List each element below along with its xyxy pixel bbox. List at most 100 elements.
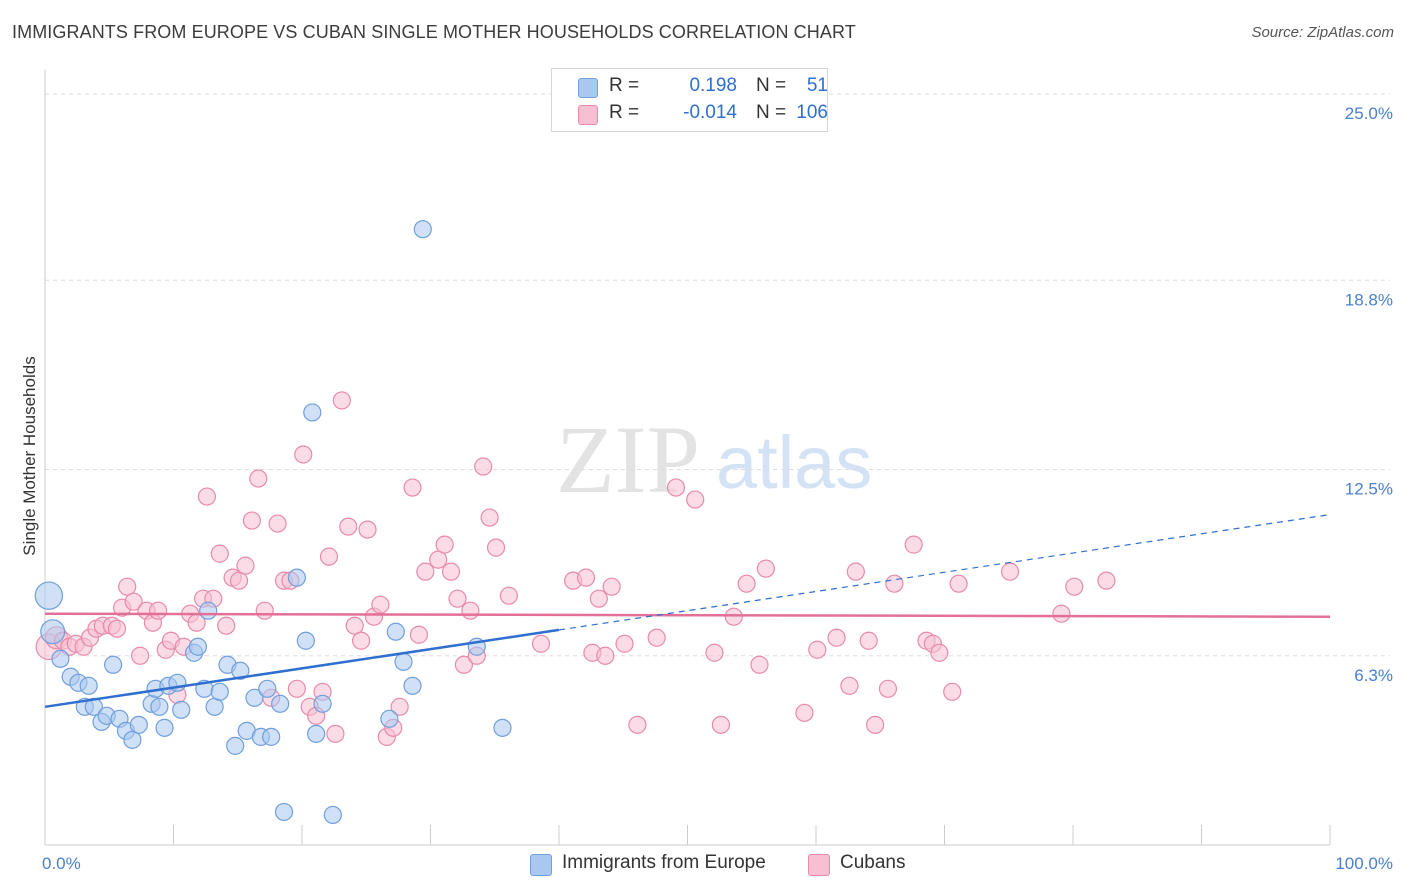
legend-swatch-europe bbox=[578, 78, 598, 98]
europe-point bbox=[34, 581, 64, 610]
cubans-point bbox=[531, 634, 551, 653]
europe-point bbox=[296, 631, 315, 650]
y-tick-label: 18.8% bbox=[1345, 290, 1393, 309]
cubans-point bbox=[724, 607, 743, 626]
y-axis-label: Single Mother Households bbox=[20, 356, 39, 555]
cubans-point bbox=[124, 592, 143, 611]
cubans-point bbox=[130, 646, 150, 665]
europe-point bbox=[79, 676, 98, 695]
cubans-point bbox=[345, 616, 364, 635]
cubans-point bbox=[229, 571, 249, 590]
cubans-point bbox=[596, 646, 615, 665]
europe-point bbox=[313, 694, 332, 713]
europe-point bbox=[245, 688, 264, 707]
x-tick-labels: 0.0% 100.0% bbox=[42, 854, 1393, 873]
cubans-point bbox=[236, 556, 255, 575]
europe-point bbox=[287, 568, 306, 587]
cubans-point bbox=[1000, 562, 1020, 581]
cubans-point bbox=[1065, 577, 1084, 596]
europe-point bbox=[380, 709, 399, 728]
trend-lines bbox=[44, 513, 1331, 709]
cubans-point bbox=[576, 568, 596, 587]
x-tick-label: 100.0% bbox=[1335, 854, 1393, 873]
cubans-point bbox=[1052, 604, 1071, 623]
cubans-point bbox=[859, 631, 878, 650]
cubans-point bbox=[949, 574, 968, 593]
cubans-point bbox=[628, 715, 647, 734]
cubans-point bbox=[118, 577, 137, 596]
cubans-point bbox=[647, 628, 666, 647]
x-tick-label: 0.0% bbox=[42, 854, 81, 873]
cubans-point bbox=[686, 490, 705, 509]
europe-point bbox=[274, 802, 294, 822]
cubans-point bbox=[148, 601, 168, 620]
y-tick-label: 12.5% bbox=[1345, 480, 1393, 499]
cubans-point bbox=[602, 577, 621, 596]
cubans-point bbox=[737, 574, 756, 593]
cubans-point bbox=[358, 520, 377, 539]
cubans-point bbox=[480, 508, 499, 527]
cubans-point bbox=[705, 643, 724, 662]
cubans-point bbox=[416, 562, 435, 581]
europe-point bbox=[199, 601, 218, 620]
watermark-zip: ZIP bbox=[556, 406, 700, 513]
cubans-point bbox=[943, 682, 962, 701]
cubans-point bbox=[711, 715, 731, 734]
cubans-point bbox=[808, 640, 827, 659]
cubans-point bbox=[454, 655, 474, 674]
europe-point bbox=[323, 805, 342, 825]
series-label-europe: Immigrants from Europe bbox=[562, 852, 766, 873]
cubans-point bbox=[441, 562, 461, 581]
europe-point bbox=[493, 718, 512, 737]
cubans-point bbox=[666, 478, 686, 497]
cubans-point bbox=[268, 514, 287, 533]
legend-swatch-cubans bbox=[578, 105, 598, 125]
europe-point bbox=[413, 220, 432, 239]
series-label-cubans: Cubans bbox=[840, 852, 906, 873]
series-swatch-cubans bbox=[808, 854, 830, 876]
cubans-point bbox=[448, 589, 467, 608]
y-tick-label: 6.3% bbox=[1354, 666, 1393, 685]
cubans-point bbox=[750, 655, 769, 674]
legend-r-label: R = bbox=[609, 102, 640, 123]
cubans-point bbox=[242, 511, 261, 530]
cubans-point bbox=[589, 589, 608, 608]
cubans-point bbox=[486, 538, 506, 557]
cubans-point bbox=[846, 562, 865, 581]
cubans-point bbox=[326, 724, 345, 743]
cubans-point bbox=[827, 628, 846, 647]
europe-point bbox=[172, 700, 191, 719]
europe-point bbox=[104, 655, 123, 674]
europe-point bbox=[403, 676, 422, 695]
cubans-point bbox=[885, 574, 904, 593]
cubans-point bbox=[461, 601, 480, 620]
europe-point bbox=[231, 661, 250, 680]
legend-n-value: 51 bbox=[806, 75, 828, 96]
series-swatch-europe bbox=[530, 854, 552, 876]
stats-legend: R = 0.198 N = 51 R = -0.014 N = 106 bbox=[551, 68, 828, 132]
europe-point bbox=[210, 682, 229, 701]
cubans-point bbox=[930, 643, 949, 662]
europe-point bbox=[307, 724, 326, 743]
europe-point bbox=[51, 649, 70, 668]
cubans-point bbox=[429, 550, 448, 569]
source-credit: Source: ZipAtlas.com bbox=[1251, 24, 1394, 41]
cubans-point bbox=[217, 616, 236, 635]
cubans-trend-line-solid bbox=[44, 612, 1331, 618]
europe-point bbox=[258, 679, 277, 698]
chart-title: IMMIGRANTS FROM EUROPE VS CUBAN SINGLE M… bbox=[12, 22, 856, 42]
europe-trend-line-dashed bbox=[558, 513, 1331, 631]
europe-point bbox=[150, 697, 169, 716]
europe-point bbox=[205, 697, 224, 716]
cubans-point bbox=[409, 625, 429, 644]
cubans-point bbox=[255, 601, 274, 620]
watermark: ZIP atlas bbox=[556, 406, 872, 513]
europe-point bbox=[386, 622, 405, 641]
europe-point bbox=[155, 718, 174, 737]
cubans-point bbox=[352, 631, 371, 650]
cubans-point bbox=[249, 469, 268, 488]
watermark-atlas: atlas bbox=[716, 421, 872, 504]
y-tick-label: 25.0% bbox=[1345, 104, 1393, 123]
cubans-point bbox=[866, 715, 885, 734]
